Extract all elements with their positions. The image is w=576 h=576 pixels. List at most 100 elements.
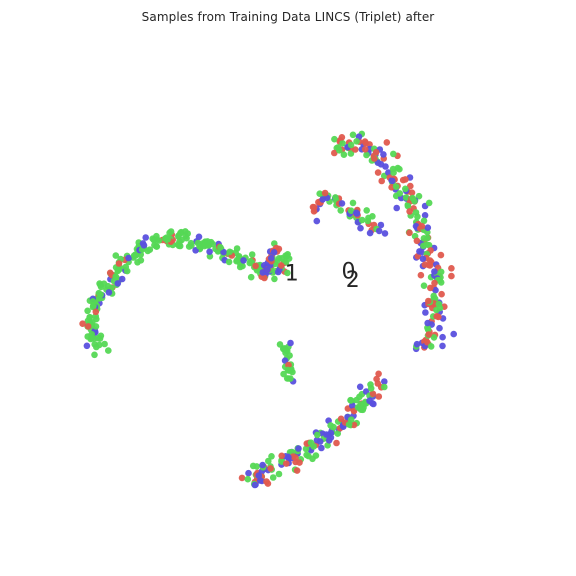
scatter-point-class-2 — [363, 207, 371, 214]
scatter-point-class-2 — [353, 396, 360, 404]
scatter-point-class-0 — [79, 320, 86, 328]
scatter-point-class-1 — [295, 445, 302, 452]
scatter-point-class-2 — [381, 383, 388, 391]
scatter-point-class-2 — [122, 263, 130, 271]
scatter-point-class-1 — [263, 266, 271, 274]
scatter-point-class-2 — [347, 396, 354, 404]
scatter-point-class-1 — [432, 286, 439, 294]
scatter-point-class-2 — [275, 470, 283, 478]
scatter-point-class-2 — [367, 385, 375, 392]
scatter-point-class-1 — [353, 209, 360, 217]
scatter-point-class-0 — [438, 290, 445, 298]
scatter-point-class-2 — [396, 165, 403, 173]
cluster-labels: 1 02 — [285, 259, 360, 292]
scatter-point-class-2 — [235, 253, 243, 261]
scatter-point-class-0 — [417, 271, 425, 279]
scatter-point-class-1 — [439, 342, 446, 350]
scatter-point-class-2 — [307, 439, 315, 447]
scatter-point-class-2 — [331, 135, 338, 143]
scatter-point-class-1 — [366, 229, 374, 237]
scatter-point-class-1 — [375, 227, 383, 235]
scatter-point-class-2 — [278, 254, 286, 262]
scatter-point-class-1 — [125, 254, 132, 262]
scatter-point-class-1 — [285, 454, 292, 461]
scatter-point-class-1 — [268, 254, 275, 262]
scatter-point-class-2 — [183, 234, 190, 242]
scatter-point-class-2 — [396, 190, 404, 197]
scatter-point-class-2 — [303, 451, 310, 459]
scatter-point-class-2 — [390, 169, 397, 176]
scatter-point-class-1 — [287, 339, 294, 347]
scatter-point-class-2 — [91, 351, 98, 359]
scatter-point-class-0 — [238, 474, 246, 482]
scatter-point-class-2 — [115, 265, 123, 272]
scatter-point-class-2 — [332, 194, 339, 201]
scatter-point-class-1 — [325, 431, 333, 439]
scatter-point-class-2 — [194, 239, 202, 247]
scatter-point-class-2 — [402, 185, 409, 193]
scatter-point-class-1 — [114, 280, 122, 287]
scatter-point-class-2 — [347, 207, 355, 214]
scatter-point-class-1 — [450, 330, 458, 338]
scatter-point-class-2 — [420, 282, 428, 290]
scatter-point-class-2 — [244, 475, 252, 483]
scatter-point-class-2 — [233, 245, 241, 252]
scatter-point-class-1 — [422, 309, 429, 316]
scatter-point-class-1 — [419, 255, 427, 263]
scatter-point-class-1 — [439, 333, 446, 341]
cluster-label-1: 1 — [285, 262, 299, 287]
scatter-point-class-2 — [167, 228, 175, 235]
scatter-point-class-1 — [436, 324, 443, 332]
scatter-point-class-2 — [112, 273, 119, 280]
scatter-point-class-1 — [206, 248, 213, 255]
scatter-point-class-0 — [267, 465, 274, 472]
scatter-point-class-0 — [425, 331, 433, 338]
scatter-point-class-0 — [338, 134, 346, 141]
scatter-point-class-1 — [357, 224, 364, 232]
scatter-point-class-1 — [381, 230, 389, 237]
scatter-point-class-0 — [84, 323, 92, 330]
scatter-point-class-1 — [389, 177, 396, 185]
scatter-point-class-2 — [89, 298, 97, 305]
scatter-point-class-2 — [414, 213, 421, 220]
scatter-point-class-2 — [225, 258, 233, 266]
cluster-label-2: 2 — [346, 268, 360, 293]
scatter-point-class-2 — [155, 237, 163, 244]
scatter-point-class-2 — [273, 258, 281, 265]
scatter-point-class-2 — [92, 323, 100, 330]
scatter-point-class-2 — [289, 368, 296, 376]
scatter-point-class-2 — [265, 457, 272, 465]
scatter-point-class-1 — [318, 444, 325, 452]
scatter-point-class-1 — [380, 151, 387, 158]
scatter-point-class-0 — [292, 454, 299, 462]
scatter-point-class-1 — [381, 378, 388, 385]
scatter-point-class-1 — [431, 268, 438, 275]
scatter-point-class-2 — [175, 232, 182, 239]
scatter-point-class-0 — [418, 223, 426, 230]
scatter-point-class-2 — [105, 347, 112, 354]
scatter-point-class-2 — [402, 194, 410, 201]
scatter-point-class-2 — [357, 401, 364, 408]
scatter-point-class-0 — [431, 279, 438, 287]
scatter-point-class-2 — [411, 197, 418, 205]
scatter-point-class-1 — [259, 461, 266, 469]
scatter-point-class-0 — [361, 146, 369, 153]
scatter-point-class-0 — [92, 308, 100, 316]
scatter-point-class-1 — [421, 212, 429, 219]
scatter-point-class-2 — [101, 340, 108, 348]
scatter-point-class-1 — [83, 342, 91, 350]
scatter-point-class-0 — [278, 452, 286, 460]
scatter-point-class-2 — [95, 289, 103, 297]
scatter-point-class-1 — [416, 248, 423, 255]
scatter-point-class-2 — [86, 313, 94, 321]
scatter-point-class-2 — [130, 252, 138, 259]
scatter-point-class-2 — [353, 138, 360, 145]
scatter-point-class-0 — [383, 139, 391, 146]
scatter-point-class-0 — [406, 208, 413, 215]
scatter-point-class-0 — [433, 313, 441, 320]
scatter-point-class-0 — [425, 297, 432, 305]
scatter-point-class-0 — [426, 262, 434, 269]
scatter-point-class-1 — [313, 217, 321, 225]
scatter-point-class-2 — [363, 151, 370, 159]
scatter-point-class-0 — [283, 460, 290, 467]
